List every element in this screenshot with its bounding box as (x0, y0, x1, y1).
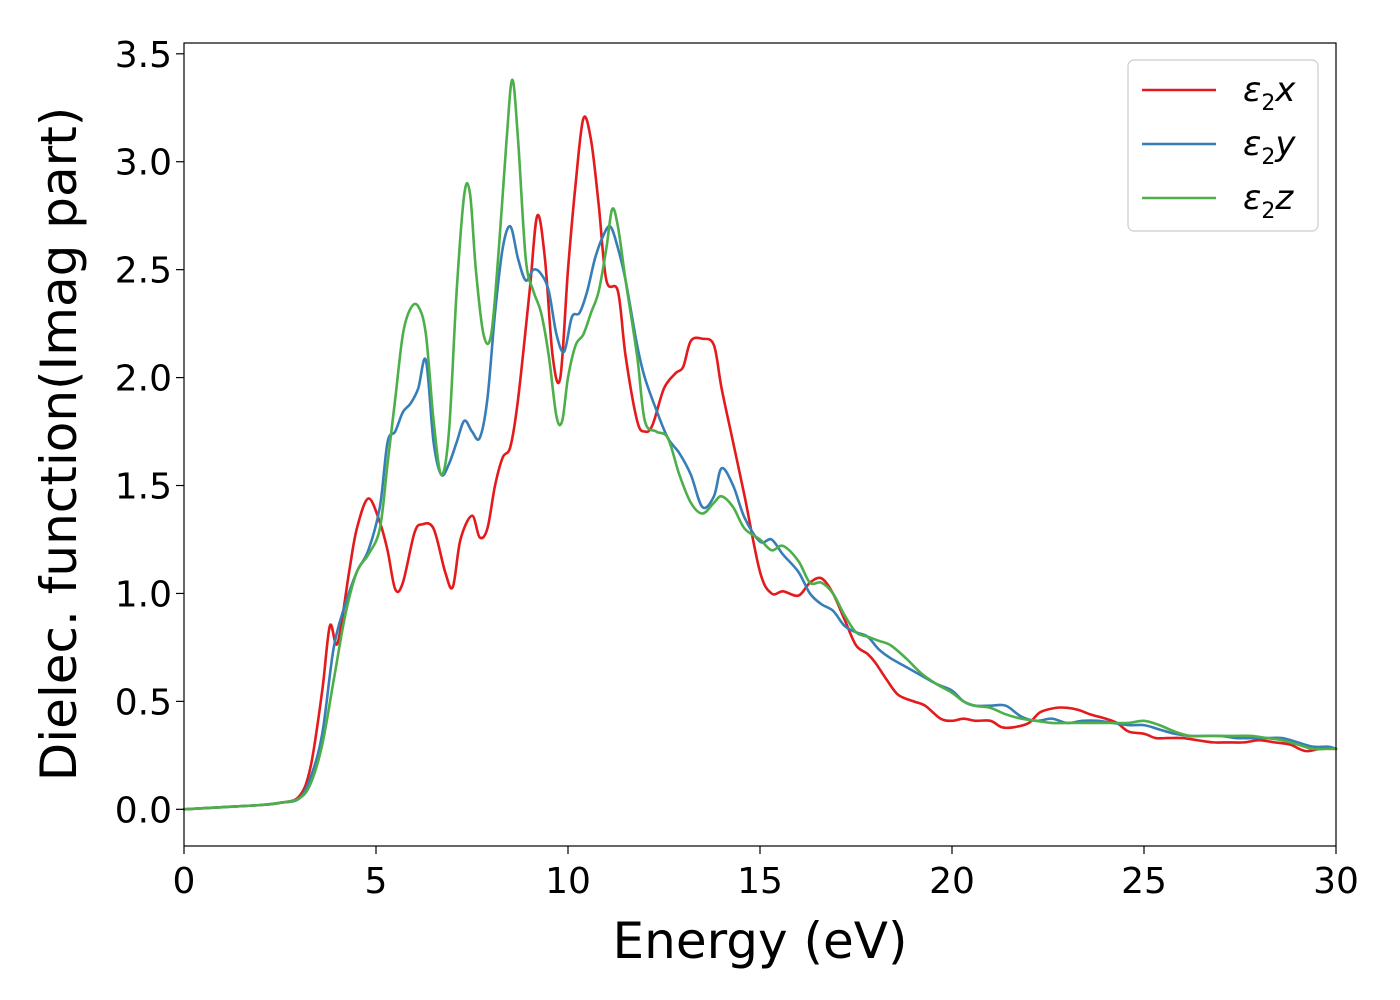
x-tick-label: 10 (545, 861, 591, 902)
series-line-2 (182, 224, 1338, 811)
x-tick-label: 5 (365, 861, 388, 902)
legend-label-3: ε2z (1243, 178, 1294, 224)
series-line-3 (182, 78, 1338, 811)
series-line-1 (182, 115, 1338, 811)
x-tick-label: 15 (737, 861, 783, 902)
legend: ε2x ε2y ε2z (1127, 59, 1319, 232)
x-tick-label: 25 (1121, 861, 1167, 902)
legend-label-2: ε2y (1243, 124, 1296, 170)
x-tick-label: 0 (173, 861, 196, 902)
x-axis-ticks: 0 5 10 15 20 25 30 (173, 846, 1359, 902)
y-axis-ticks: 0.0 0.5 1.0 1.5 2.0 2.5 3.0 3.5 (115, 35, 184, 831)
y-tick-label: 1.0 (115, 574, 172, 615)
y-axis-title: Dielec. function(Imag part) (30, 107, 88, 782)
series-lines (182, 78, 1338, 811)
y-tick-label: 1.5 (115, 467, 172, 508)
y-tick-label: 2.0 (115, 359, 172, 400)
legend-label-1: ε2x (1243, 70, 1296, 116)
x-axis-title: Energy (eV) (613, 912, 908, 970)
legend-box (1127, 59, 1319, 232)
y-tick-label: 3.5 (115, 35, 172, 76)
y-tick-label: 0.0 (115, 790, 172, 831)
y-tick-label: 0.5 (115, 682, 172, 723)
x-tick-label: 20 (929, 861, 975, 902)
x-tick-label: 30 (1313, 861, 1359, 902)
y-tick-label: 2.5 (115, 251, 172, 292)
y-tick-label: 3.0 (115, 143, 172, 184)
